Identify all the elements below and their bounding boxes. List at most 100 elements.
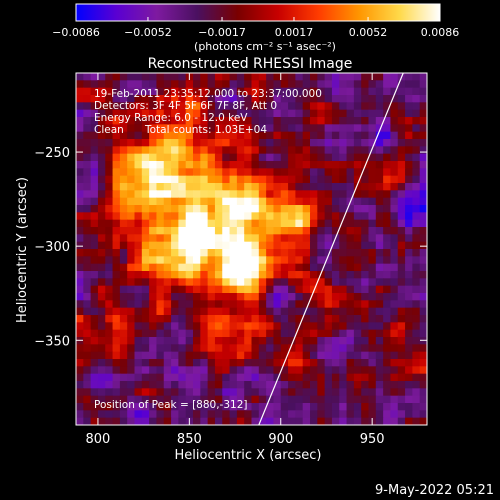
- heatmap-cell: [353, 146, 362, 155]
- heatmap-cell: [229, 197, 238, 206]
- heatmap-cell: [390, 197, 399, 206]
- heatmap-cell: [317, 329, 326, 338]
- heatmap-cell: [353, 337, 362, 345]
- heatmap-cell: [178, 153, 187, 162]
- heatmap-cell: [405, 366, 413, 375]
- heatmap-cell: [266, 95, 275, 103]
- heatmap-cell: [346, 131, 355, 140]
- heatmap-cell: [83, 263, 92, 272]
- heatmap-cell: [353, 315, 362, 323]
- heatmap-cell: [178, 366, 187, 375]
- heatmap-cell: [295, 205, 304, 213]
- heatmap-cell: [273, 263, 282, 272]
- heatmap-cell: [171, 344, 179, 353]
- heatmap-cell: [273, 337, 282, 345]
- heatmap-cell: [302, 183, 311, 191]
- heatmap-cell: [127, 366, 136, 375]
- heatmap-cell: [375, 87, 384, 96]
- heatmap-cell: [105, 219, 114, 228]
- heatmap-cell: [346, 95, 355, 103]
- heatmap-cell: [353, 197, 362, 206]
- heatmap-cell: [236, 73, 245, 81]
- heatmap-cell: [76, 329, 84, 338]
- heatmap-cell: [383, 241, 392, 250]
- heatmap-cell: [244, 403, 253, 411]
- heatmap-cell: [171, 271, 179, 279]
- heatmap-cell: [76, 168, 84, 177]
- heatmap-cell: [171, 227, 179, 235]
- heatmap-cell: [375, 139, 384, 147]
- heatmap-cell: [317, 388, 326, 397]
- heatmap-cell: [83, 190, 92, 199]
- heatmap-cell: [149, 293, 158, 301]
- heatmap-cell: [288, 395, 296, 404]
- heatmap-cell: [105, 183, 114, 191]
- heatmap-cell: [346, 271, 355, 279]
- heatmap-cell: [90, 139, 99, 147]
- heatmap-cell: [339, 263, 348, 272]
- heatmap-cell: [280, 190, 289, 199]
- heatmap-cell: [112, 212, 121, 221]
- heatmap-cell: [390, 80, 399, 89]
- heatmap-cell: [134, 300, 143, 309]
- heatmap-cell: [339, 359, 348, 367]
- heatmap-cell: [214, 131, 223, 140]
- heatmap-cell: [207, 315, 216, 323]
- heatmap-cell: [193, 410, 201, 419]
- heatmap-cell: [97, 381, 106, 389]
- heatmap-cell: [331, 344, 340, 353]
- heatmap-cell: [76, 359, 84, 367]
- heatmap-cell: [149, 329, 158, 338]
- heatmap-cell: [390, 322, 399, 331]
- heatmap-cell: [266, 212, 275, 221]
- heatmap-cell: [251, 102, 260, 111]
- heatmap-cell: [185, 87, 194, 96]
- heatmap-cell: [324, 139, 333, 147]
- heatmap-cell: [375, 146, 384, 155]
- heatmap-cell: [317, 403, 326, 411]
- heatmap-cell: [419, 300, 427, 309]
- heatmap-cell: [222, 124, 231, 133]
- heatmap-cell: [149, 344, 158, 353]
- heatmap-cell: [141, 417, 150, 425]
- heatmap-cell: [141, 263, 150, 272]
- heatmap-cell: [134, 109, 143, 118]
- heatmap-cell: [105, 175, 114, 184]
- heatmap-cell: [156, 417, 165, 425]
- heatmap-cell: [302, 124, 311, 133]
- heatmap-cell: [76, 300, 84, 309]
- heatmap-cell: [156, 373, 165, 382]
- heatmap-cell: [361, 227, 370, 235]
- heatmap-cell: [405, 212, 413, 221]
- heatmap-cell: [317, 146, 326, 155]
- heatmap-cell: [375, 381, 384, 389]
- heatmap-cell: [353, 219, 362, 228]
- heatmap-cell: [214, 381, 223, 389]
- heatmap-cell: [331, 359, 340, 367]
- heatmap-cell: [280, 293, 289, 301]
- heatmap-cell: [156, 183, 165, 191]
- heatmap-cell: [214, 168, 223, 177]
- heatmap-cell: [331, 285, 340, 294]
- heatmap-cell: [236, 344, 245, 353]
- heatmap-cell: [251, 190, 260, 199]
- heatmap-cell: [171, 117, 179, 125]
- heatmap-cell: [207, 95, 216, 103]
- heatmap-cell: [178, 395, 187, 404]
- heatmap-cell: [244, 337, 253, 345]
- heatmap-cell: [251, 366, 260, 375]
- heatmap-cell: [280, 161, 289, 169]
- heatmap-cell: [178, 410, 187, 419]
- heatmap-cell: [251, 139, 260, 147]
- heatmap-cell: [383, 315, 392, 323]
- heatmap-cell: [156, 87, 165, 96]
- heatmap-cell: [171, 241, 179, 250]
- heatmap-cell: [105, 87, 114, 96]
- heatmap-cell: [200, 366, 209, 375]
- heatmap-cell: [185, 161, 194, 169]
- heatmap-cell: [149, 197, 158, 206]
- heatmap-cell: [353, 190, 362, 199]
- heatmap-cell: [302, 212, 311, 221]
- heatmap-cell: [251, 285, 260, 294]
- heatmap-cell: [273, 315, 282, 323]
